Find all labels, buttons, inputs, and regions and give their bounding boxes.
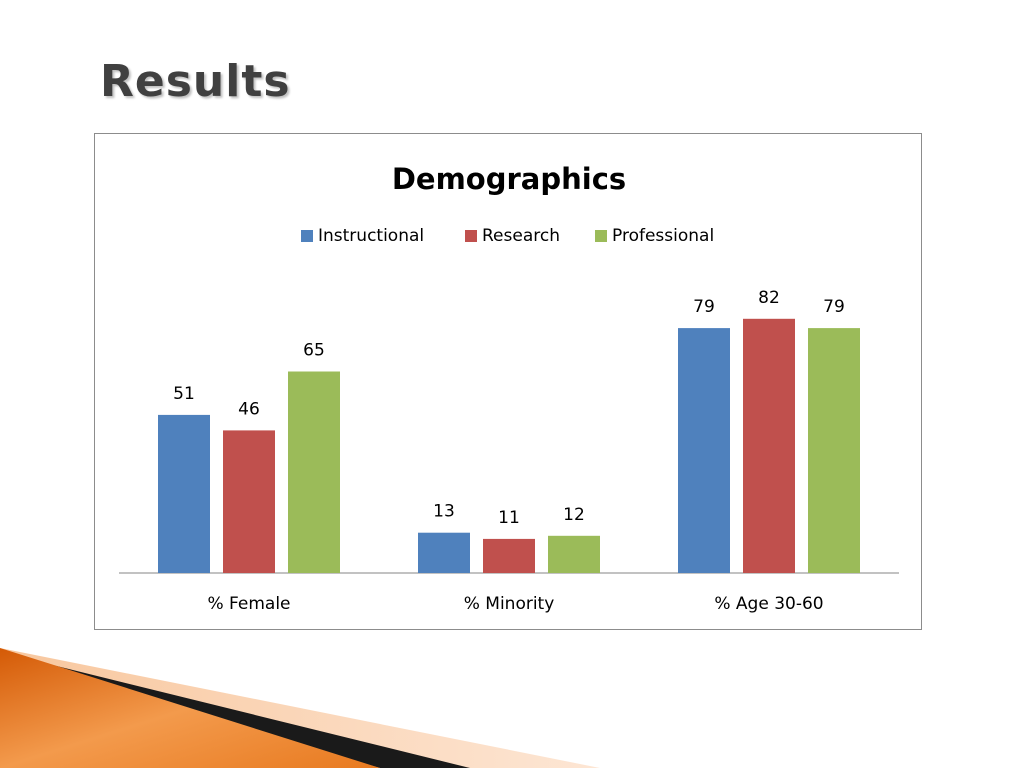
legend-label-0: Instructional <box>318 226 424 246</box>
bar-0-2 <box>288 371 340 573</box>
data-label-2-0: 79 <box>693 297 715 317</box>
category-label-2: % Age 30-60 <box>714 594 823 614</box>
data-label-2-1: 82 <box>758 288 780 308</box>
demographics-chart: Demographics Instructional Research Profess… <box>119 162 899 614</box>
bar-2-2 <box>808 328 860 573</box>
slide-title: Results <box>100 56 291 107</box>
bar-2-1 <box>743 318 795 573</box>
data-label-1-2: 12 <box>563 505 585 525</box>
data-label-1-0: 13 <box>433 502 455 522</box>
legend-swatch-1 <box>465 230 477 242</box>
chart-title: Demographics <box>392 162 626 196</box>
chart-frame: Demographics Instructional Research Profess… <box>94 133 922 630</box>
bar-2-0 <box>678 328 730 573</box>
category-label-1: % Minority <box>464 594 555 614</box>
data-label-0-0: 51 <box>173 384 195 404</box>
data-label-0-1: 46 <box>238 399 260 419</box>
bar-1-0 <box>418 532 470 573</box>
bar-1-2 <box>548 535 600 573</box>
bar-1-1 <box>483 538 535 573</box>
bar-0-0 <box>158 414 210 573</box>
legend-swatch-0 <box>301 230 313 242</box>
legend-swatch-2 <box>595 230 607 242</box>
bar-0-1 <box>223 430 275 573</box>
legend-label-1: Research <box>482 226 560 246</box>
category-label-0: % Female <box>207 594 290 614</box>
data-label-1-1: 11 <box>498 508 520 528</box>
decor-orange-wedge <box>0 648 380 768</box>
data-label-2-2: 79 <box>823 297 845 317</box>
decor-dark-stripe <box>0 652 470 768</box>
legend-label-2: Professional <box>612 226 714 246</box>
data-label-0-2: 65 <box>303 341 325 361</box>
